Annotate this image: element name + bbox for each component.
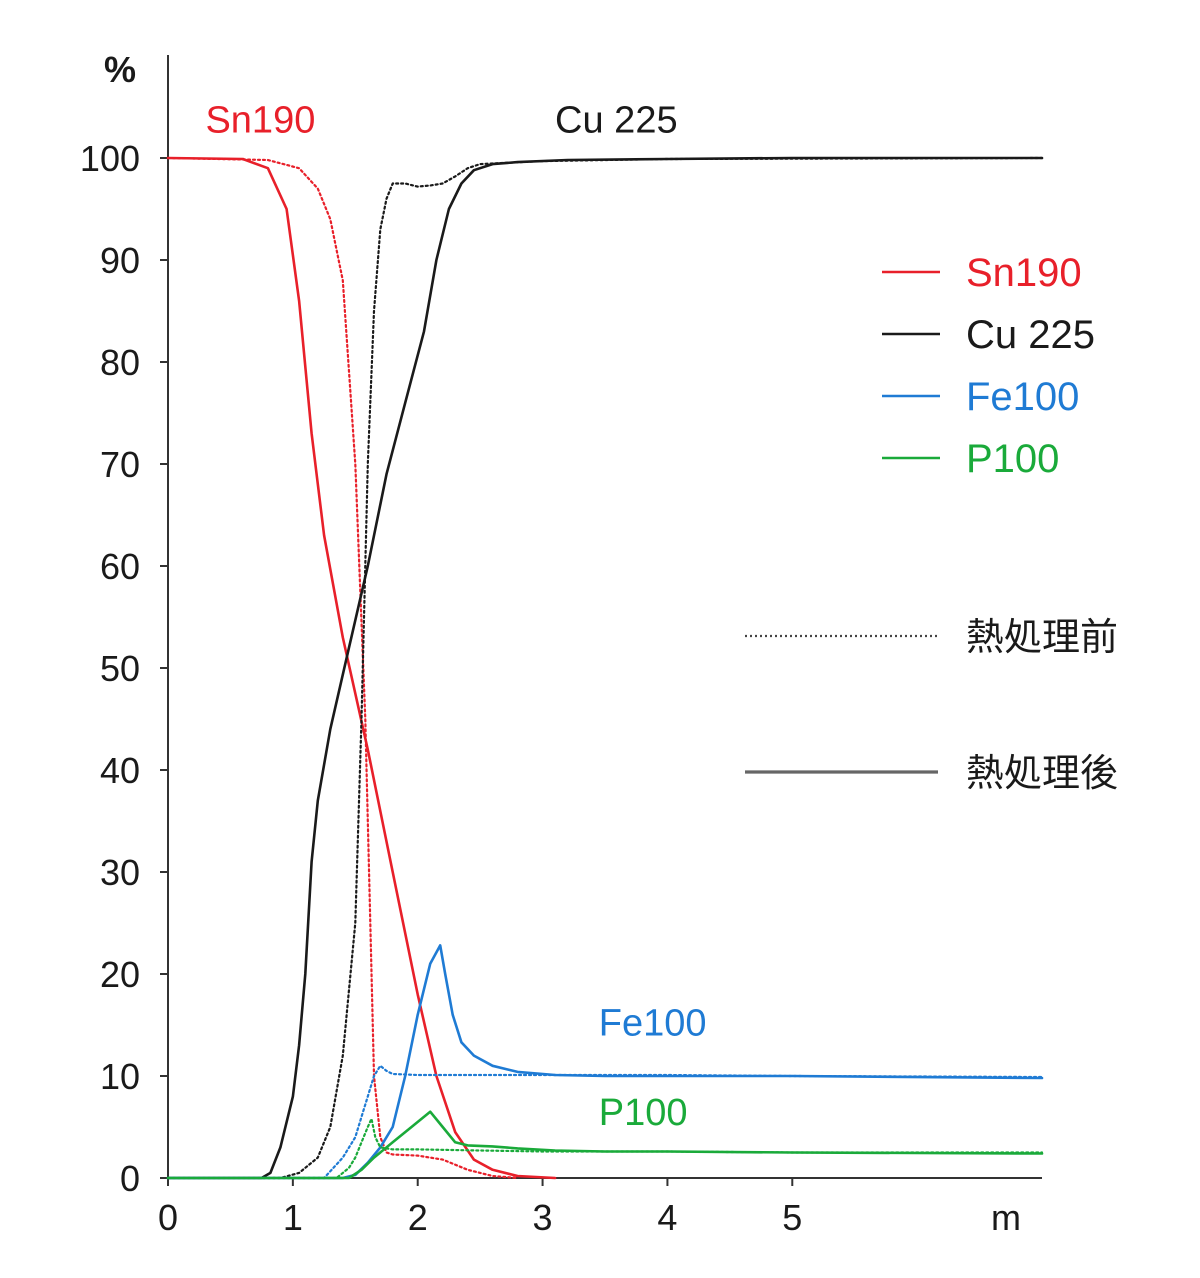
- y-ticks: 0 10 20 30 40 50 60 70 80 90 100: [80, 138, 168, 1199]
- legend-label: Cu 225: [966, 313, 1095, 357]
- y-tick-label: 90: [100, 240, 140, 281]
- series-labels: Sn190 Cu 225 Fe100 P100: [205, 100, 706, 1134]
- x-axis-label: m: [991, 1197, 1021, 1238]
- series-label: Sn190: [205, 100, 315, 142]
- y-tick-label: 40: [100, 750, 140, 791]
- legend-label: Sn190: [966, 251, 1082, 295]
- y-tick-label: 30: [100, 852, 140, 893]
- x-tick-label: 0: [158, 1197, 178, 1238]
- x-tick-label: 5: [782, 1197, 802, 1238]
- legend-label: Fe100: [966, 375, 1079, 419]
- series-label: Cu 225: [555, 100, 678, 142]
- legend-style-label: 熱処理後: [966, 751, 1118, 795]
- y-tick-label: 60: [100, 546, 140, 587]
- x-tick-label: 3: [533, 1197, 553, 1238]
- series-line-fe100-dotted: [166, 1064, 1044, 1180]
- legend-style-label: 熱処理前: [966, 615, 1118, 659]
- y-tick-label: 20: [100, 954, 140, 995]
- series-line-p100-dotted: [166, 1117, 1044, 1180]
- series-line-sn190-dotted: [166, 156, 519, 1180]
- legend-label: P100: [966, 437, 1059, 481]
- x-tick-label: 2: [408, 1197, 428, 1238]
- y-tick-label: 50: [100, 648, 140, 689]
- y-tick-label: 10: [100, 1056, 140, 1097]
- x-tick-label: 1: [283, 1197, 303, 1238]
- y-tick-label: 100: [80, 138, 140, 179]
- y-axis-label: %: [104, 49, 136, 90]
- y-tick-label: 70: [100, 444, 140, 485]
- series-label: Fe100: [599, 1002, 707, 1044]
- series-line-fe100-solid: [166, 944, 1044, 1180]
- series-group: [166, 156, 1044, 1180]
- y-tick-label: 80: [100, 342, 140, 383]
- series-line-cu-225-dotted: [166, 156, 1044, 1180]
- y-tick-label: 0: [120, 1158, 140, 1199]
- x-ticks: 0 1 2 3 4 5: [158, 1178, 802, 1238]
- series-line-sn190-solid: [166, 156, 557, 1180]
- series-label: P100: [599, 1092, 688, 1134]
- x-tick-label: 4: [657, 1197, 677, 1238]
